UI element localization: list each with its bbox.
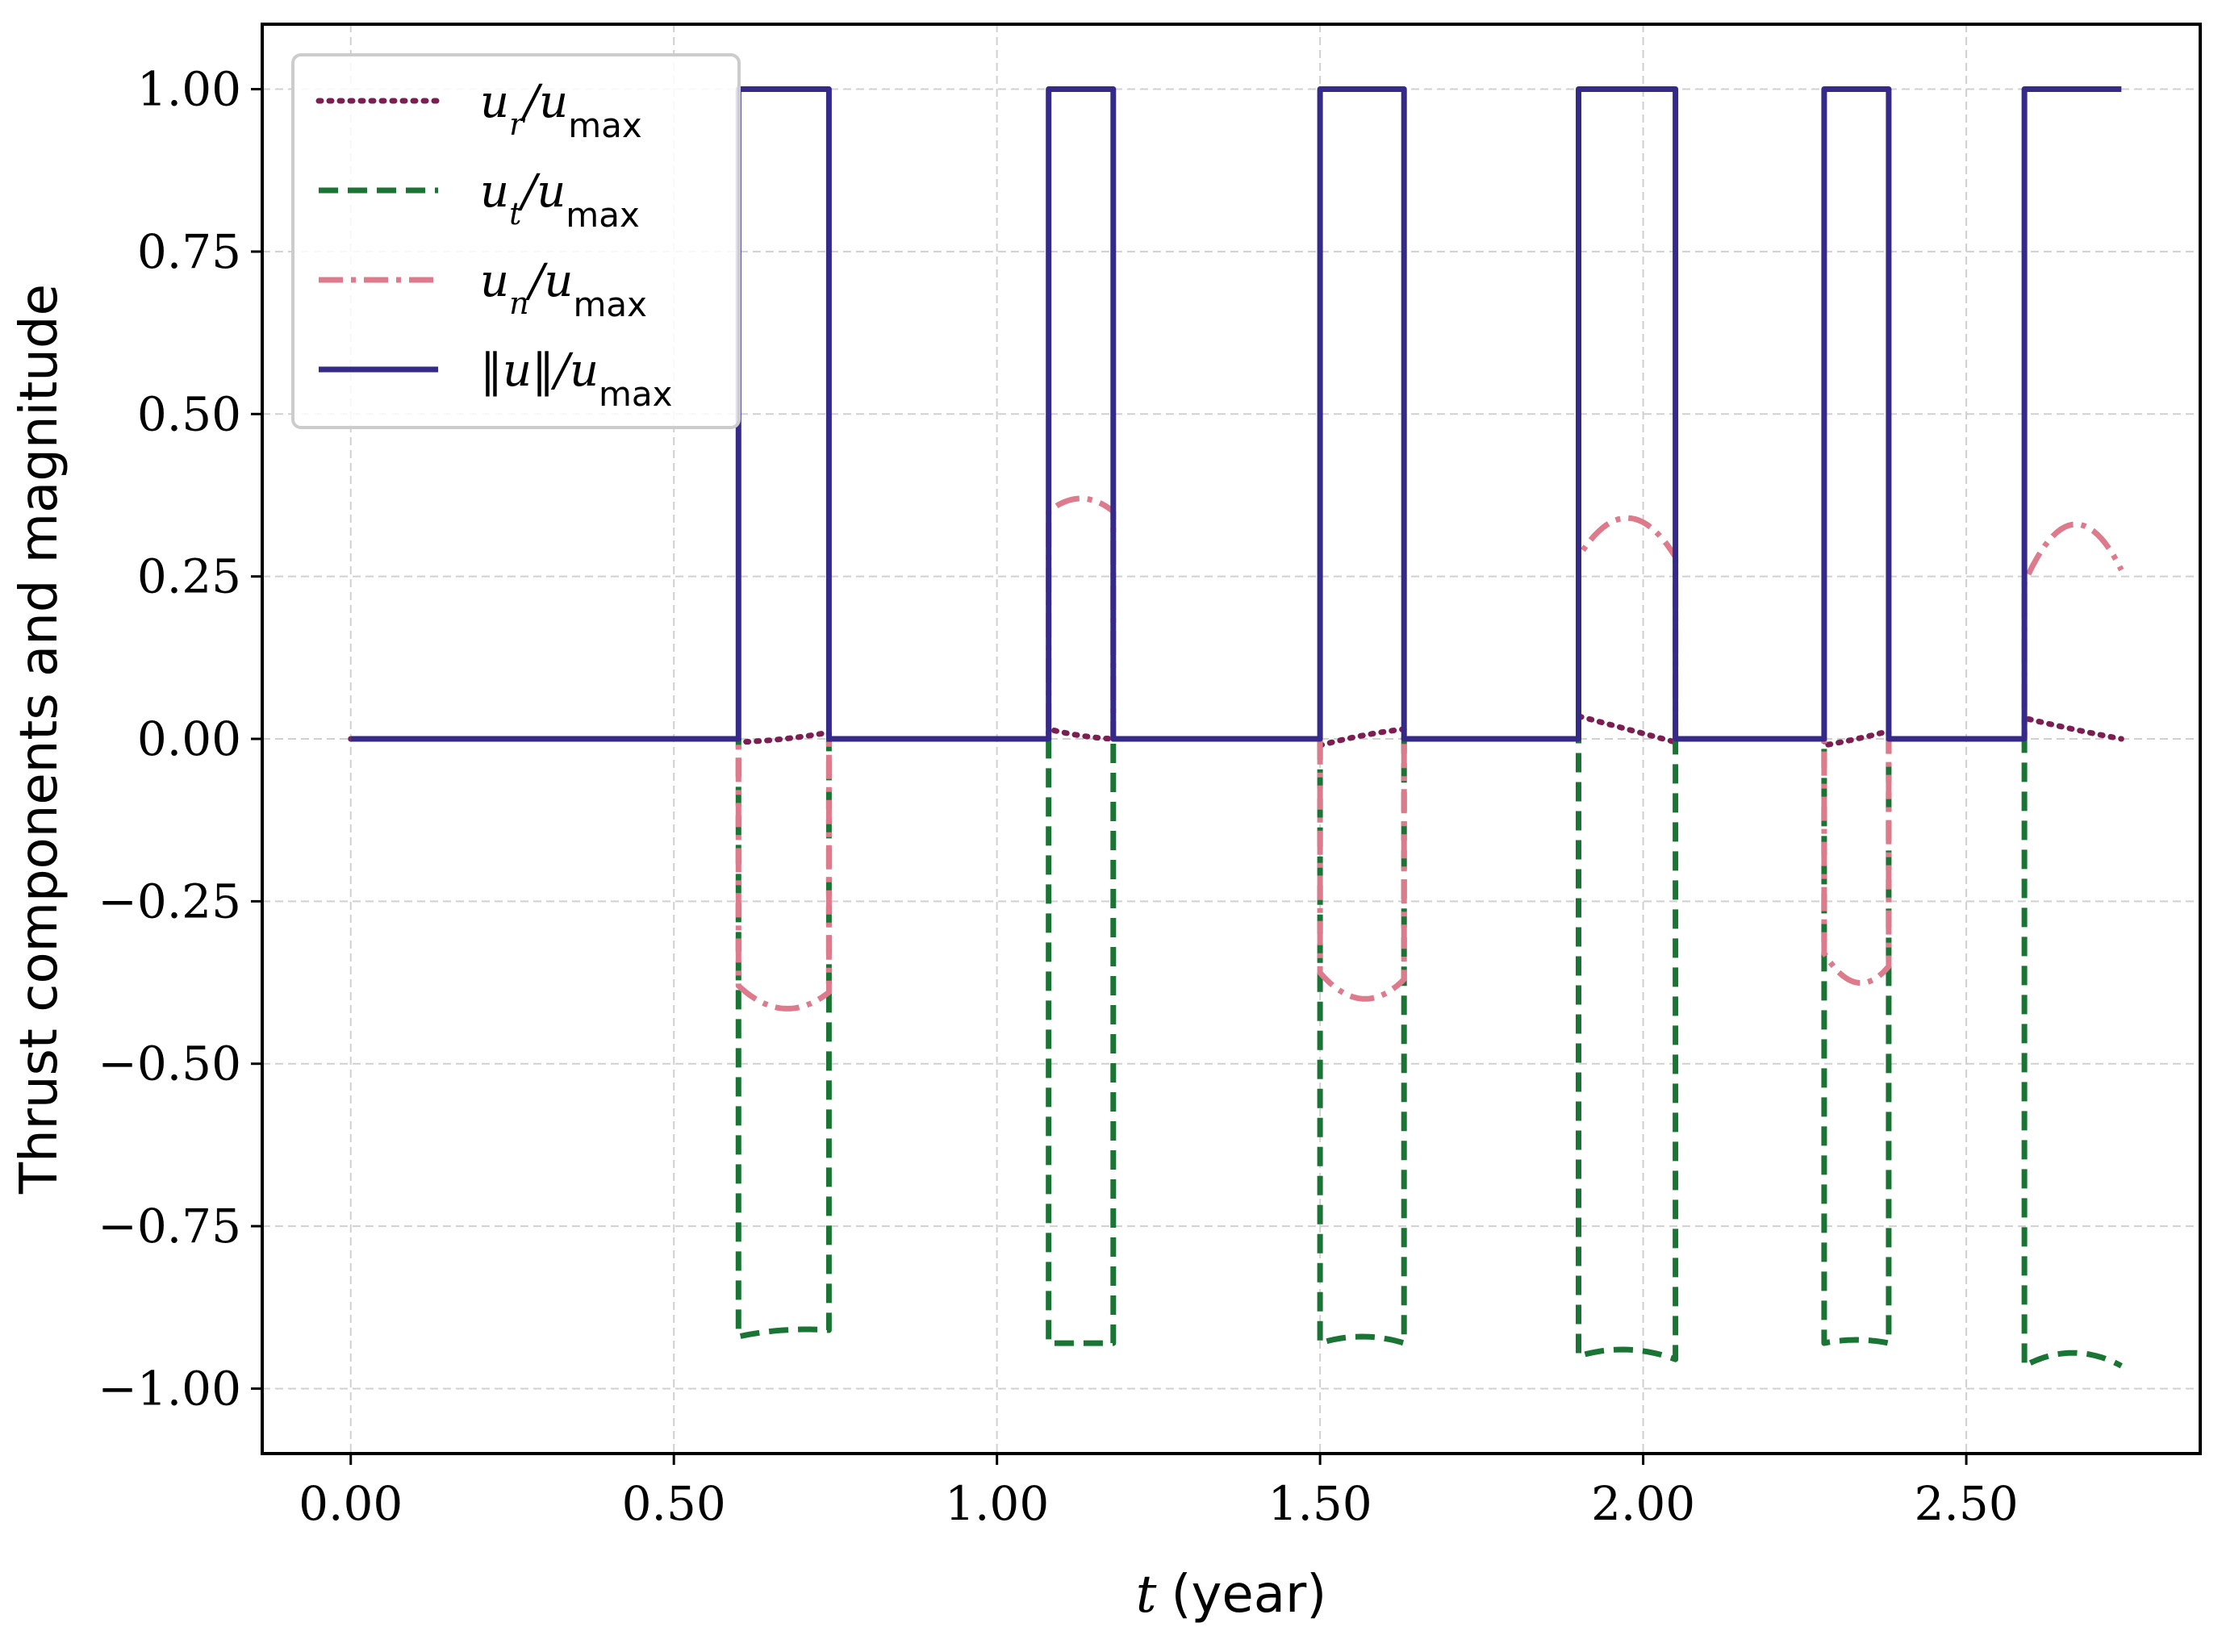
x-axis-title: t (year) — [1136, 1565, 1326, 1625]
series-ut-line — [350, 736, 2123, 1369]
y-tick-label: 0.25 — [137, 549, 241, 604]
x-axis-unit: (year) — [1172, 1565, 1327, 1625]
ticks — [251, 88, 1968, 1465]
x-tick-label: 1.00 — [945, 1476, 1049, 1531]
y-tick-label: 0.00 — [137, 711, 241, 766]
legend: ur/umax ut/umax un/umax ‖u‖/umax — [291, 53, 741, 429]
x-tick-label: 2.50 — [1914, 1476, 2018, 1531]
legend-entry-ur-label: ur/umax — [480, 76, 642, 145]
series-layer — [348, 86, 2124, 1369]
legend-entry-un-label: un/umax — [480, 255, 647, 324]
y-tick-label: −0.25 — [98, 874, 241, 928]
y-tick-label: 0.75 — [137, 224, 241, 279]
legend-box — [291, 53, 741, 429]
tick-labels: 0.00 0.50 1.00 1.50 2.00 2.50 1.00 0.75 0.50 0.25… — [98, 62, 2018, 1531]
x-tick-label: 0.00 — [299, 1476, 403, 1531]
legend-entry-ut-label: ut/umax — [480, 165, 640, 235]
y-tick-label: 0.50 — [137, 386, 241, 441]
y-tick-label: −0.75 — [98, 1199, 241, 1254]
series-norm-line — [350, 86, 2122, 742]
y-tick-label: −1.00 — [98, 1361, 241, 1416]
series-un-line — [350, 495, 2124, 1012]
x-axis-var: t — [1136, 1565, 1157, 1625]
x-tick-label: 2.00 — [1591, 1476, 1695, 1531]
y-tick-label: −0.50 — [98, 1037, 241, 1091]
y-axis-title: Thrust components and magnitude — [10, 284, 69, 1195]
x-tick-label: 0.50 — [622, 1476, 726, 1531]
y-tick-label: 1.00 — [137, 62, 241, 117]
x-tick-label: 1.50 — [1268, 1476, 1372, 1531]
legend-entry-norm-label: ‖u‖/umax — [480, 344, 673, 414]
